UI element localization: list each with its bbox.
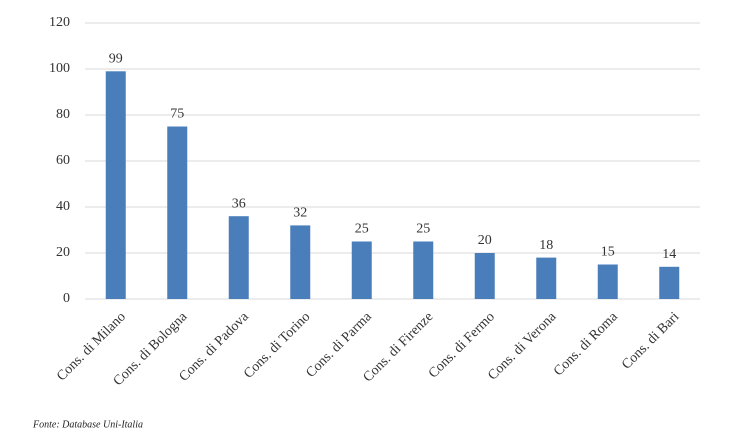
source-note: Fonte: Database Uni-Italia <box>32 419 143 430</box>
bar <box>167 126 188 299</box>
bar <box>597 264 618 299</box>
x-tick-label: Cons. di Torino <box>241 309 313 381</box>
y-tick-label: 120 <box>49 15 70 30</box>
bar <box>290 225 311 299</box>
value-label: 75 <box>170 107 184 122</box>
bar <box>536 257 557 299</box>
value-label: 15 <box>601 245 615 260</box>
y-tick-label: 60 <box>56 153 70 168</box>
y-tick-label: 100 <box>49 61 70 76</box>
value-label: 32 <box>293 206 307 221</box>
bar <box>659 266 680 299</box>
value-label: 25 <box>355 222 369 237</box>
y-tick-label: 40 <box>56 199 70 214</box>
value-label: 20 <box>478 233 492 248</box>
value-label: 99 <box>109 52 123 67</box>
y-tick-label: 80 <box>56 107 70 122</box>
bar <box>105 71 126 299</box>
y-tick-label: 0 <box>63 291 70 306</box>
value-label: 18 <box>539 238 553 253</box>
y-tick-label: 20 <box>56 245 70 260</box>
value-label: 36 <box>232 196 246 211</box>
value-label: 25 <box>416 222 430 237</box>
value-label: 14 <box>662 247 676 262</box>
bar <box>351 241 372 299</box>
bar <box>413 241 434 299</box>
x-tick-label: Cons. di Bari <box>619 309 682 372</box>
x-tick-label: Cons. di Roma <box>551 309 621 379</box>
bar <box>474 253 495 299</box>
bar <box>228 216 249 299</box>
